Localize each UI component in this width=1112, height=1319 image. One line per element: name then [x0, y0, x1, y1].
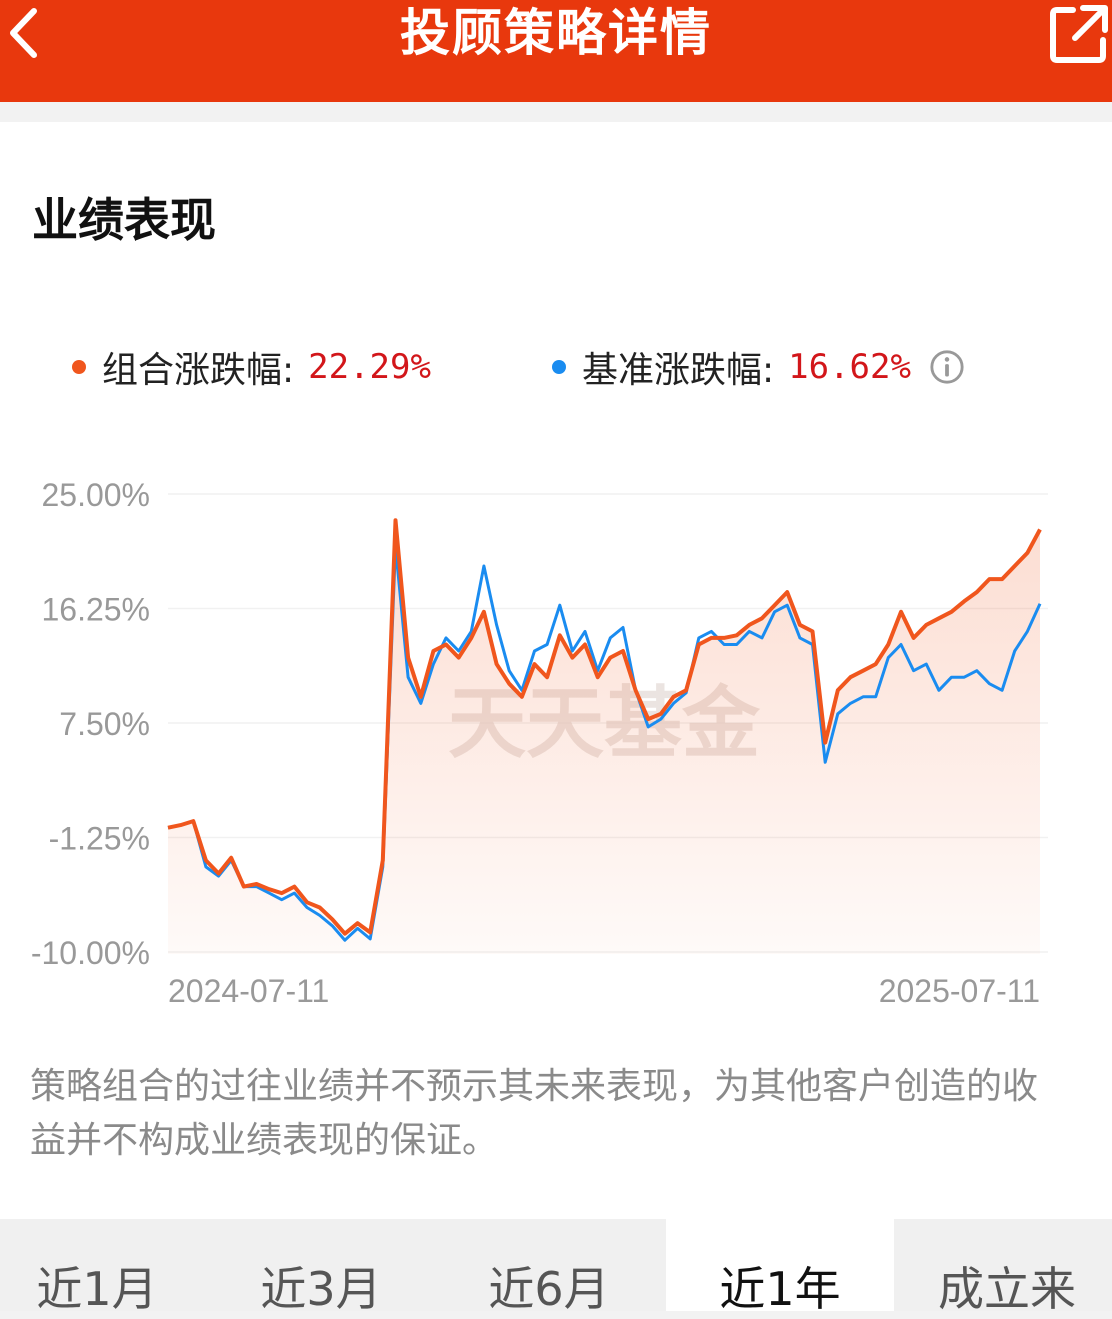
- portfolio-series-line: [167, 518, 1042, 936]
- legend-portfolio-label: 组合涨跌幅:: [102, 350, 295, 391]
- performance-chart: 25.00%16.25%7.50%-1.25%-10.00%天天基金2024-0…: [31, 477, 1048, 1009]
- tab-6-month[interactable]: 近6月: [488, 1262, 610, 1316]
- share-button[interactable]: [1044, 0, 1112, 66]
- info-icon[interactable]: [929, 349, 965, 385]
- y-tick-label: -10.00%: [31, 935, 150, 971]
- performance-card: 业绩表现 组合涨跌幅: 22.29% 基准涨跌幅: 16.62% 25.00% 1…: [0, 122, 1112, 1219]
- y-tick-label: 7.50%: [59, 706, 150, 742]
- y-tick-label: -1.25%: [49, 821, 150, 857]
- disclaimer: 策略组合的过往业绩并不预示其未来表现，为其他客户创造的收益并不构成业绩表现的保证…: [30, 1066, 1039, 1161]
- share-icon: [1050, 5, 1108, 63]
- legend-benchmark-dot: [552, 360, 566, 374]
- portfolio-area: [168, 520, 1040, 954]
- x-end-label: 2025-07-11: [879, 973, 1040, 1009]
- tab-1-month[interactable]: 近1月: [36, 1262, 158, 1316]
- y-tick-label: 16.25%: [41, 592, 150, 628]
- top-bar: 投顾策略详情: [0, 0, 1112, 102]
- tab-3-month[interactable]: 近3月: [260, 1262, 382, 1316]
- chevron-left-icon: [10, 8, 37, 58]
- section-title: 业绩表现: [32, 193, 216, 247]
- tab-since-inception[interactable]: 成立来: [938, 1262, 1076, 1316]
- legend-benchmark: 基准涨跌幅: 16.62%: [552, 342, 965, 392]
- legend-portfolio: 组合涨跌幅: 22.29%: [72, 342, 431, 392]
- benchmark-series-line: [167, 544, 1042, 942]
- period-tabs: 近1月 近3月 近6月 近1年 成立来: [0, 1219, 1112, 1316]
- x-start-label: 2024-07-11: [168, 973, 329, 1009]
- legend-portfolio-dot: [72, 360, 86, 374]
- legend-portfolio-value: 22.29%: [308, 347, 431, 387]
- back-button[interactable]: [0, 2, 46, 64]
- legend-benchmark-label: 基准涨跌幅:: [582, 350, 775, 391]
- page-title: 投顾策略详情: [400, 4, 712, 62]
- tab-1-year[interactable]: 近1年: [666, 1219, 894, 1316]
- y-tick-label: 25.00%: [41, 477, 150, 513]
- legend-benchmark-value: 16.62%: [788, 347, 911, 387]
